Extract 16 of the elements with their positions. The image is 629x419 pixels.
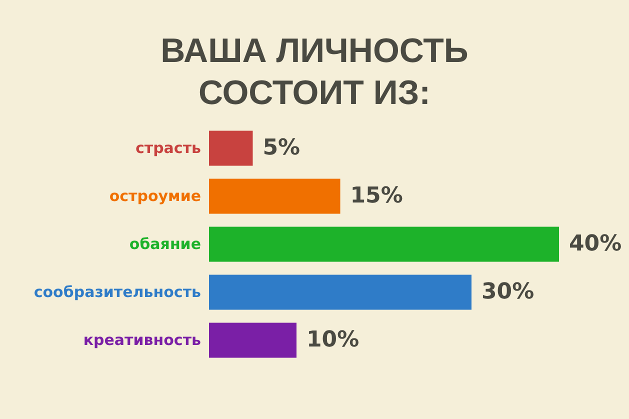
bar <box>209 322 296 358</box>
data-label: 15% <box>350 184 403 209</box>
bar <box>209 274 472 310</box>
chart-title: ВАША ЛИЧНОСТЬ СОСТОИТ ИЗ: <box>160 31 470 114</box>
y-tick-label: обаяние <box>129 235 201 253</box>
data-label: 10% <box>306 328 360 353</box>
bar <box>209 226 559 262</box>
data-label: 5% <box>262 136 300 161</box>
data-label: 30% <box>482 280 534 305</box>
y-tick-label: страсть <box>135 139 201 157</box>
bar <box>209 130 253 166</box>
y-tick-label: остроумие <box>109 187 201 205</box>
y-tick-label: креативность <box>83 331 201 349</box>
y-tick-label: сообразительность <box>34 283 201 301</box>
bar <box>209 178 340 214</box>
data-label: 40% <box>569 232 622 257</box>
